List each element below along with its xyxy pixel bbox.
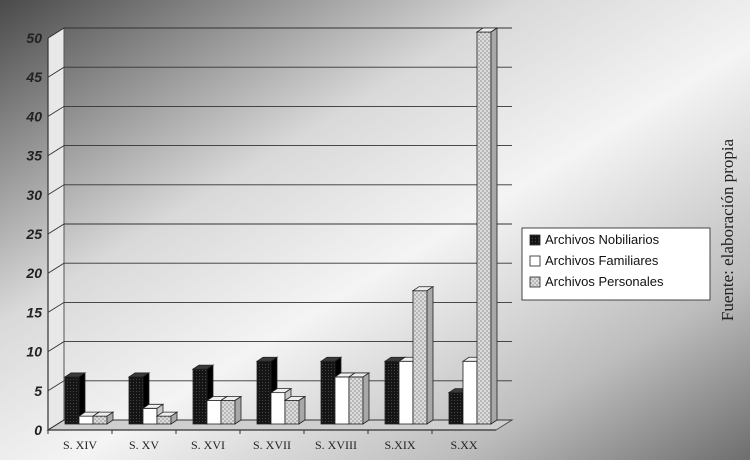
bar-front xyxy=(256,360,272,425)
y-tick-label: 10 xyxy=(26,344,42,360)
y-tick-label: 0 xyxy=(34,422,42,438)
x-tick-label: S. XVII xyxy=(253,438,291,452)
x-tick-label: S.XIX xyxy=(384,438,415,452)
grid-line xyxy=(47,223,512,235)
bar-front xyxy=(78,415,94,425)
bar xyxy=(475,27,499,425)
bar-front xyxy=(92,415,108,425)
bar xyxy=(283,395,307,425)
x-tick-label: S. XIV xyxy=(63,438,97,452)
bar-front xyxy=(128,376,144,425)
bar xyxy=(219,395,243,425)
y-tick-label: 50 xyxy=(26,30,42,46)
x-tick-label: S. XVI xyxy=(191,438,225,452)
bar-front xyxy=(384,360,400,425)
y-tick-label: 5 xyxy=(34,383,42,399)
legend-swatch xyxy=(529,276,541,288)
grid-line xyxy=(47,27,512,39)
bar-front xyxy=(64,376,80,425)
grid-line xyxy=(47,341,512,352)
bar-side xyxy=(426,285,434,425)
y-axis-ticks: 0 5 10 15 20 25 30 35 40 45 50 xyxy=(25,30,42,438)
y-tick-label: 20 xyxy=(25,265,42,281)
legend-label: Archivos Familiares xyxy=(545,253,659,268)
bar-front xyxy=(270,392,286,425)
bar-front xyxy=(334,376,350,425)
legend: Archivos Nobiliarios Archivos Familiares A… xyxy=(521,227,711,301)
bar-front xyxy=(156,415,172,425)
legend-label: Archivos Personales xyxy=(545,274,664,289)
x-tick-label: S. XV xyxy=(129,438,159,452)
legend-box xyxy=(521,227,711,301)
x-tick-label: S. XVIII xyxy=(315,438,357,452)
bar-front xyxy=(398,360,414,425)
bar xyxy=(411,285,435,425)
legend-swatch xyxy=(529,234,541,246)
bar-side xyxy=(298,395,306,425)
bar-front xyxy=(348,376,364,425)
bar-front xyxy=(462,360,478,425)
legend-label: Archivos Nobiliarios xyxy=(545,232,660,247)
bar-front xyxy=(142,407,158,425)
bar-front xyxy=(284,400,300,425)
grid-line xyxy=(47,262,512,274)
x-axis-labels: S. XIV S. XV S. XVI S. XVII S. XVIII S.XIX S.X… xyxy=(47,430,478,452)
bar-front xyxy=(412,290,428,425)
bar xyxy=(63,372,87,425)
bar-front xyxy=(320,360,336,425)
bar-side xyxy=(362,372,370,425)
bar xyxy=(155,411,179,425)
x-tick-label: S.XX xyxy=(450,438,477,452)
bar-side xyxy=(490,27,498,425)
grid-line xyxy=(47,301,512,313)
y-tick-label: 35 xyxy=(26,148,42,164)
y-tick-label: 40 xyxy=(25,108,42,124)
grid-line xyxy=(47,145,512,156)
bar-side xyxy=(106,411,114,425)
grid-line xyxy=(47,105,512,117)
legend-swatch xyxy=(529,255,541,267)
grid-line xyxy=(47,184,512,196)
y-tick-label: 45 xyxy=(25,69,42,85)
bar-front xyxy=(206,400,222,425)
bar-front xyxy=(220,400,236,425)
source-note: Fuente: elaboración propia xyxy=(718,138,737,322)
bar-side xyxy=(170,411,178,425)
y-tick-label: 15 xyxy=(26,304,42,320)
bar xyxy=(347,372,371,425)
bar-front xyxy=(448,392,464,425)
bar-front xyxy=(476,31,492,425)
y-tick-label: 30 xyxy=(26,187,42,203)
bar-front xyxy=(192,368,208,425)
grid-line xyxy=(47,66,512,78)
bar xyxy=(91,411,115,425)
bars xyxy=(63,27,499,425)
bar-side xyxy=(234,395,242,425)
y-tick-label: 25 xyxy=(25,226,42,242)
